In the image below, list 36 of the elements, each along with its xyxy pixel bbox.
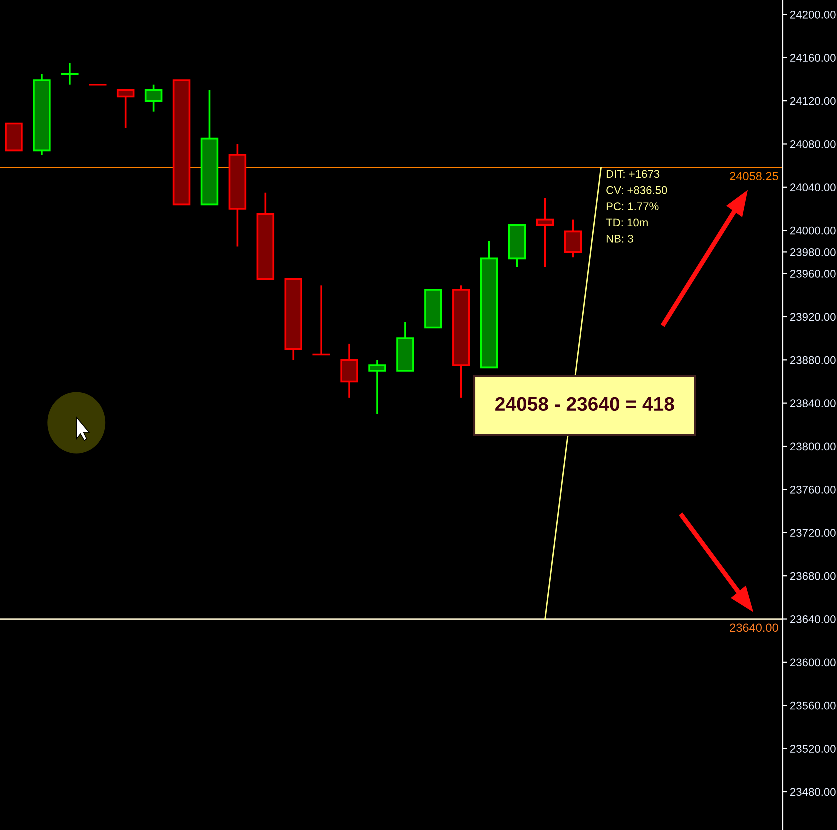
y-tick-label: 23560.00 xyxy=(790,702,836,710)
y-tick-label: 23600.00 xyxy=(790,658,836,667)
candlestick xyxy=(536,197,554,268)
candlestick xyxy=(368,359,386,416)
candlestick xyxy=(312,284,330,356)
y-tick-label: 24200.00 xyxy=(790,10,836,19)
y-tick-label: 24120.00 xyxy=(790,97,836,106)
annotation: 24058 - 23640 = 418 xyxy=(496,397,674,412)
annotation: TD: 10m xyxy=(606,218,648,227)
candlestick xyxy=(340,343,358,399)
annotation: CV: +836.50 xyxy=(606,186,668,194)
y-tick-label: 24040.00 xyxy=(790,184,836,192)
candlestick xyxy=(564,218,582,258)
y-tick-label: 23760.00 xyxy=(790,486,836,494)
y-tick-label: 23480.00 xyxy=(790,788,836,796)
y-tick-label: 23960.00 xyxy=(790,270,836,278)
y-tick-label: 23680.00 xyxy=(790,572,836,580)
candlestick xyxy=(61,62,79,86)
y-tick-label: 23800.00 xyxy=(790,442,836,451)
annotation: NB: 3 xyxy=(606,234,634,243)
y-tick-label: 24080.00 xyxy=(790,140,836,148)
y-tick-label: 23520.00 xyxy=(790,745,836,753)
y-tick-label: 24000.00 xyxy=(790,226,836,235)
candlestick xyxy=(144,84,163,113)
ref-line-label: 24058.25 xyxy=(730,172,778,181)
y-tick-label: 23980.00 xyxy=(790,248,836,256)
candlestick xyxy=(116,89,135,129)
annotation: DIT: +1673 xyxy=(606,170,660,178)
y-tick-label: 23920.00 xyxy=(790,313,836,322)
ref-line-label: 23640.00 xyxy=(730,624,778,632)
y-tick-label: 23720.00 xyxy=(790,529,836,538)
y-tick-label: 23880.00 xyxy=(790,356,836,364)
y-tick-label: 24160.00 xyxy=(790,54,836,62)
annotation: PC: 1.77% xyxy=(606,202,659,210)
y-tick-label: 23640.00 xyxy=(790,616,836,624)
y-tick-label: 23840.00 xyxy=(790,400,836,408)
